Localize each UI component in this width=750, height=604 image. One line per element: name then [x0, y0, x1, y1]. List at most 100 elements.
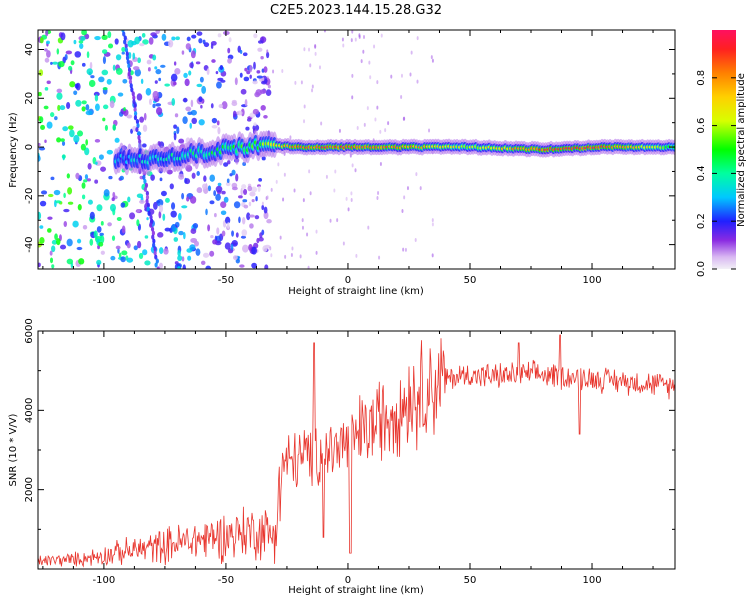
snr-ticks: -100 -50 0 50 100 2000 4000 6000 — [24, 318, 675, 586]
noise-blob — [181, 205, 188, 209]
noise-blob — [216, 227, 220, 235]
noise-blob — [196, 171, 200, 176]
noise-blob — [247, 185, 253, 192]
noise-blob — [81, 182, 86, 189]
x-tick-label: -50 — [218, 575, 234, 586]
noise-blob — [182, 264, 186, 269]
noise-blob — [406, 186, 409, 191]
noise-blob — [51, 239, 58, 245]
noise-blob — [261, 156, 266, 161]
noise-blob — [414, 238, 417, 243]
noise-blob — [269, 246, 272, 251]
noise-blob — [94, 35, 101, 41]
noise-blob — [101, 69, 109, 76]
noise-blob — [85, 139, 88, 146]
noise-blob — [140, 78, 144, 85]
noise-blob — [152, 90, 159, 99]
noise-blob — [213, 190, 217, 197]
noise-blob — [178, 230, 184, 236]
noise-blob — [351, 73, 354, 78]
noise-blob — [390, 74, 393, 79]
noise-blob — [226, 178, 230, 183]
noise-blob — [141, 32, 146, 38]
noise-blob — [211, 125, 218, 129]
noise-blob — [112, 124, 116, 131]
colorbar-tick-label: 0.8 — [696, 70, 707, 86]
noise-blob — [148, 98, 152, 106]
noise-blob — [240, 88, 247, 95]
noise-blob — [119, 175, 124, 181]
noise-blob — [163, 248, 169, 255]
noise-blob — [261, 201, 264, 206]
colorbar-gradient — [712, 30, 736, 269]
noise-blob — [107, 43, 114, 49]
noise-blob — [254, 215, 260, 220]
streak-blob — [143, 178, 147, 184]
x-tick-label: 50 — [464, 575, 477, 586]
noise-blob — [159, 177, 163, 182]
noise-blob — [358, 33, 361, 38]
noise-blob — [67, 201, 74, 205]
noise-blob — [177, 249, 181, 257]
noise-blob — [235, 173, 239, 182]
streak-blob — [149, 222, 153, 228]
spectrogram-panel: -100 -50 0 50 100 -40 -20 0 20 40 Height of strai… — [8, 29, 676, 297]
noise-blob — [176, 126, 180, 135]
noise-blob — [101, 49, 108, 54]
noise-blob — [329, 218, 332, 223]
noise-blob — [100, 166, 107, 172]
noise-blob — [153, 201, 158, 210]
noise-blob — [107, 222, 112, 227]
y-tick-label: -20 — [24, 188, 35, 204]
noise-blob — [294, 80, 297, 85]
noise-blob — [84, 174, 89, 180]
noise-blob — [56, 48, 60, 55]
noise-blob — [270, 187, 273, 192]
noise-blob — [136, 209, 141, 213]
noise-blob — [94, 138, 101, 143]
noise-blob — [98, 76, 105, 83]
noise-blob — [419, 186, 422, 191]
noise-blob — [147, 67, 151, 72]
x-tick-label: 100 — [582, 275, 601, 286]
noise-blob — [192, 223, 199, 229]
noise-blob — [238, 216, 241, 224]
noise-blob — [121, 225, 126, 234]
noise-blob — [80, 36, 86, 42]
noise-blob — [350, 38, 353, 43]
noise-blob — [217, 182, 222, 187]
noise-blob — [309, 191, 312, 196]
noise-blob — [102, 56, 107, 65]
noise-blob — [175, 36, 180, 41]
noise-blob — [126, 257, 134, 263]
noise-blob — [195, 61, 201, 65]
noise-blob — [148, 37, 154, 45]
noise-blob — [205, 208, 208, 216]
noise-blob — [177, 266, 181, 269]
noise-blob — [164, 227, 171, 232]
noise-blob — [202, 252, 210, 258]
noise-blob — [263, 66, 268, 73]
noise-blob — [85, 104, 90, 111]
noise-blob — [234, 77, 238, 86]
noise-blob — [100, 235, 105, 244]
noise-blob — [120, 256, 126, 263]
noise-blob — [239, 49, 243, 54]
noise-blob — [250, 186, 258, 193]
y-tick-label: 4000 — [24, 398, 35, 423]
noise-blob — [282, 197, 285, 202]
figure-title: C2E5.2023.144.15.28.G32 — [270, 3, 442, 18]
streak-blob — [154, 262, 158, 268]
noise-blob — [183, 72, 188, 79]
noise-blob — [133, 245, 138, 251]
noise-blob — [246, 118, 252, 122]
noise-blob — [217, 33, 222, 38]
noise-blob — [233, 255, 238, 261]
noise-blob — [171, 202, 176, 210]
noise-blob — [256, 237, 260, 244]
noise-blob — [154, 66, 158, 70]
noise-blob — [72, 220, 79, 228]
noise-blob — [145, 88, 152, 96]
noise-blob — [246, 212, 251, 221]
noise-blob — [311, 88, 314, 93]
